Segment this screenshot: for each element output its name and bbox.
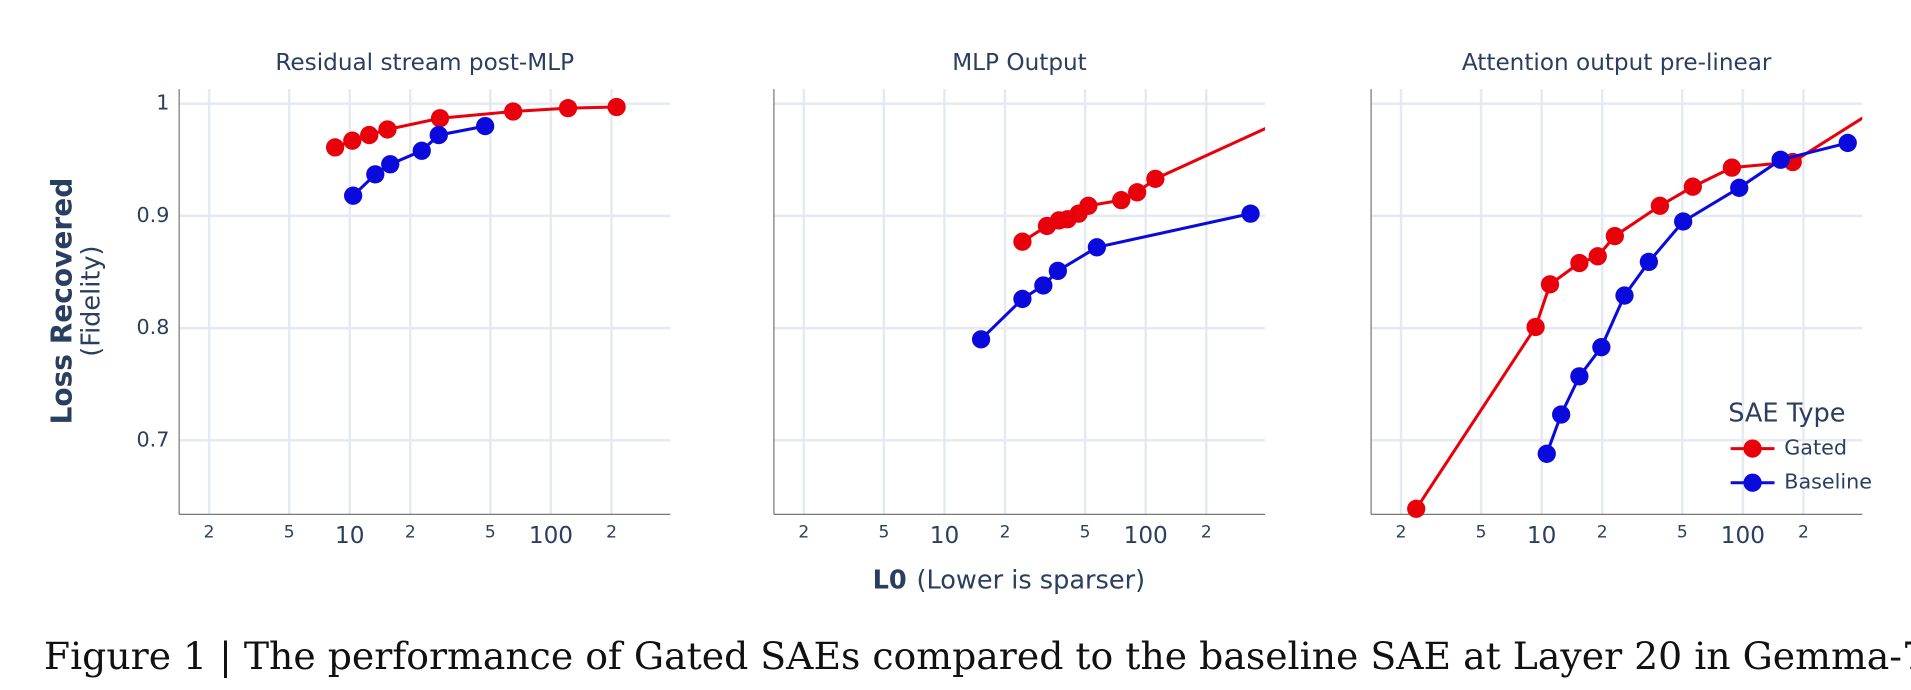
point [1338,82,1356,100]
panel: MLP Output 2 5 10 2 5 100 2 [773,50,1356,549]
plot-area [1407,96,1892,518]
point [1526,317,1545,337]
point [429,125,448,145]
point [381,155,400,174]
x-tick-label: 2 [798,523,809,543]
caption: Figure 1 | The performance of Gated SAEs… [44,634,1911,678]
x-tick-label: 100 [1124,523,1168,549]
point [1540,275,1560,294]
legend-label: Gated [1784,436,1847,460]
point [1570,367,1589,386]
point [1048,261,1067,281]
x-tick-label: 100 [1721,523,1765,549]
y-axis-label-sub: (Fidelity) [77,245,107,356]
point [1146,169,1165,188]
point [1407,499,1426,518]
point [1730,178,1749,197]
y-tick-label: 0.8 [136,315,169,339]
point [504,102,523,121]
x-tick-label: 10 [1527,523,1556,549]
x-axis-label-bold: L0 [873,565,907,595]
plot-area [971,82,1356,349]
x-tick-label: 2 [1798,523,1809,543]
x-tick-label: 5 [1677,523,1688,543]
legend-marker [1743,473,1762,492]
x-tick-label: 2 [1597,523,1608,543]
series-line [979,212,1251,341]
x-tick-label: 2 [1201,523,1212,543]
point [1013,289,1032,309]
point [1592,338,1611,357]
point [1874,96,1892,114]
point [1112,191,1131,210]
plot-area [325,97,626,205]
panel: Residual stream post-MLP 0.7 0.8 0.9 1 2 5 10 2 5… [136,50,671,549]
point [1639,252,1658,272]
panel-title: Residual stream post-MLP [275,50,574,76]
x-tick-label: 10 [930,523,959,549]
point [1650,196,1670,215]
x-tick-label: 2 [1000,523,1011,543]
legend-marker [1743,439,1762,458]
x-tick-label: 2 [1396,523,1407,543]
panel: Attention output pre-linear 2 5 10 2 5 100 2 SAE… [1370,50,1892,549]
point [476,116,495,136]
point [971,330,991,349]
point [1605,226,1624,246]
point [344,186,363,205]
legend-label: Baseline [1784,470,1872,494]
point [1570,253,1589,273]
y-axis-label: Loss Recovered [45,178,78,425]
point [1771,150,1790,169]
y-tick-label: 0.7 [136,427,169,451]
point [1615,286,1634,305]
point [1838,133,1857,153]
point [430,109,450,128]
point [1683,177,1702,196]
point [1128,183,1147,202]
x-axis-label: L0 (Lower is sparser) [873,565,1145,595]
point [607,97,626,117]
point [1241,204,1260,223]
y-tick-label: 0.9 [136,203,169,227]
x-tick-label: 5 [878,523,889,543]
point [1013,232,1032,251]
point [325,138,345,157]
point [343,131,362,150]
point [366,165,385,184]
y-tick-label: 1 [156,91,169,115]
series-line [1545,141,1849,455]
x-tick-label: 100 [529,523,573,549]
point [412,141,431,160]
point [360,125,379,145]
point [1087,238,1107,257]
point [1674,212,1693,231]
x-tick-label: 2 [204,523,215,543]
x-tick-label: 5 [1080,523,1091,543]
point [1079,196,1098,215]
point [558,99,578,118]
point [378,120,397,139]
legend-title: SAE Type [1728,398,1845,428]
point [1537,444,1556,463]
panel-title: MLP Output [952,50,1087,76]
x-axis-label-text: (Lower is sparser) [916,565,1145,595]
x-tick-label: 5 [1476,523,1487,543]
x-tick-label: 2 [606,523,617,543]
x-tick-label: 2 [405,523,416,543]
point [1034,276,1053,295]
panel-title: Attention output pre-linear [1462,50,1772,76]
point [1722,158,1742,177]
x-tick-label: 5 [284,523,295,543]
x-tick-label: 5 [485,523,496,543]
point [1552,405,1571,424]
x-tick-label: 10 [335,523,364,549]
point [1588,247,1607,266]
